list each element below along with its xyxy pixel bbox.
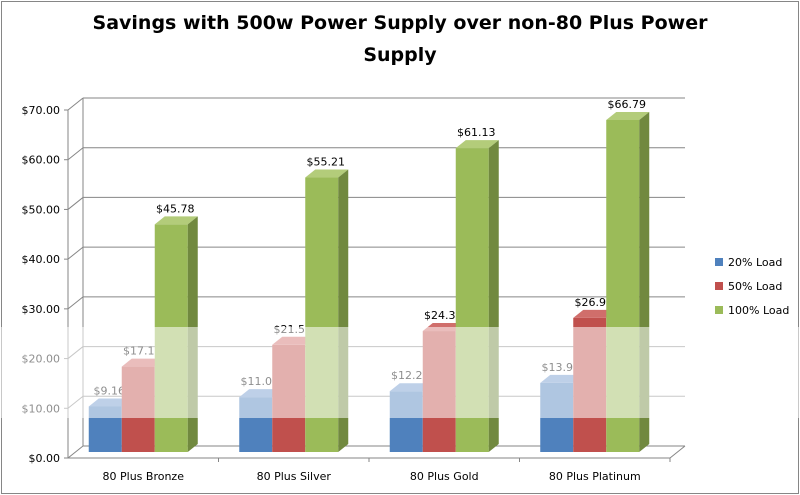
data-label: $24.33 xyxy=(424,309,463,322)
wall-gridline xyxy=(67,296,84,310)
data-label: $55.21 xyxy=(307,156,346,169)
wall-gridline xyxy=(67,246,84,260)
legend-item: 100% Load xyxy=(715,298,789,322)
x-tick-label: 80 Plus Platinum xyxy=(549,470,641,483)
data-label: $26.98 xyxy=(575,296,614,309)
x-tick-label: 80 Plus Bronze xyxy=(103,470,185,483)
watermark-band xyxy=(0,327,800,418)
y-tick-label: $60.00 xyxy=(22,154,61,167)
y-tick-label: $40.00 xyxy=(22,253,61,266)
data-label: $61.13 xyxy=(457,126,496,139)
bar-top xyxy=(606,111,650,120)
wall-gridline xyxy=(67,445,84,459)
bar-top xyxy=(573,309,617,318)
data-label: $45.78 xyxy=(156,202,195,215)
x-tick-label: 80 Plus Silver xyxy=(257,470,332,483)
legend-swatch xyxy=(715,306,723,314)
x-tick-label: 80 Plus Gold xyxy=(410,470,479,483)
bar-top xyxy=(154,216,198,225)
y-tick-label: $50.00 xyxy=(22,203,61,216)
floor-edge xyxy=(669,445,686,459)
wall-gridline xyxy=(67,197,84,210)
legend-item: 20% Load xyxy=(715,250,789,274)
y-tick-label: $70.00 xyxy=(22,104,61,117)
legend-swatch xyxy=(715,258,723,266)
legend-item: 50% Load xyxy=(715,274,789,298)
legend-label: 20% Load xyxy=(728,255,783,269)
data-label: $66.79 xyxy=(608,98,647,111)
y-tick-label: $0.00 xyxy=(29,452,61,465)
chart-title-line2: Supply xyxy=(363,44,437,66)
legend-swatch xyxy=(715,282,723,290)
wall-gridline xyxy=(67,97,84,111)
legend-label: 100% Load xyxy=(728,303,790,317)
chart-title: Savings with 500w Power Supply over non-… xyxy=(92,12,708,34)
legend-label: 50% Load xyxy=(728,279,783,293)
y-tick-label: $30.00 xyxy=(22,303,61,316)
wall-gridline xyxy=(67,147,84,161)
legend: 20% Load 50% Load 100% Load xyxy=(715,250,789,322)
bar-top xyxy=(455,140,499,149)
bar-top xyxy=(305,169,349,178)
